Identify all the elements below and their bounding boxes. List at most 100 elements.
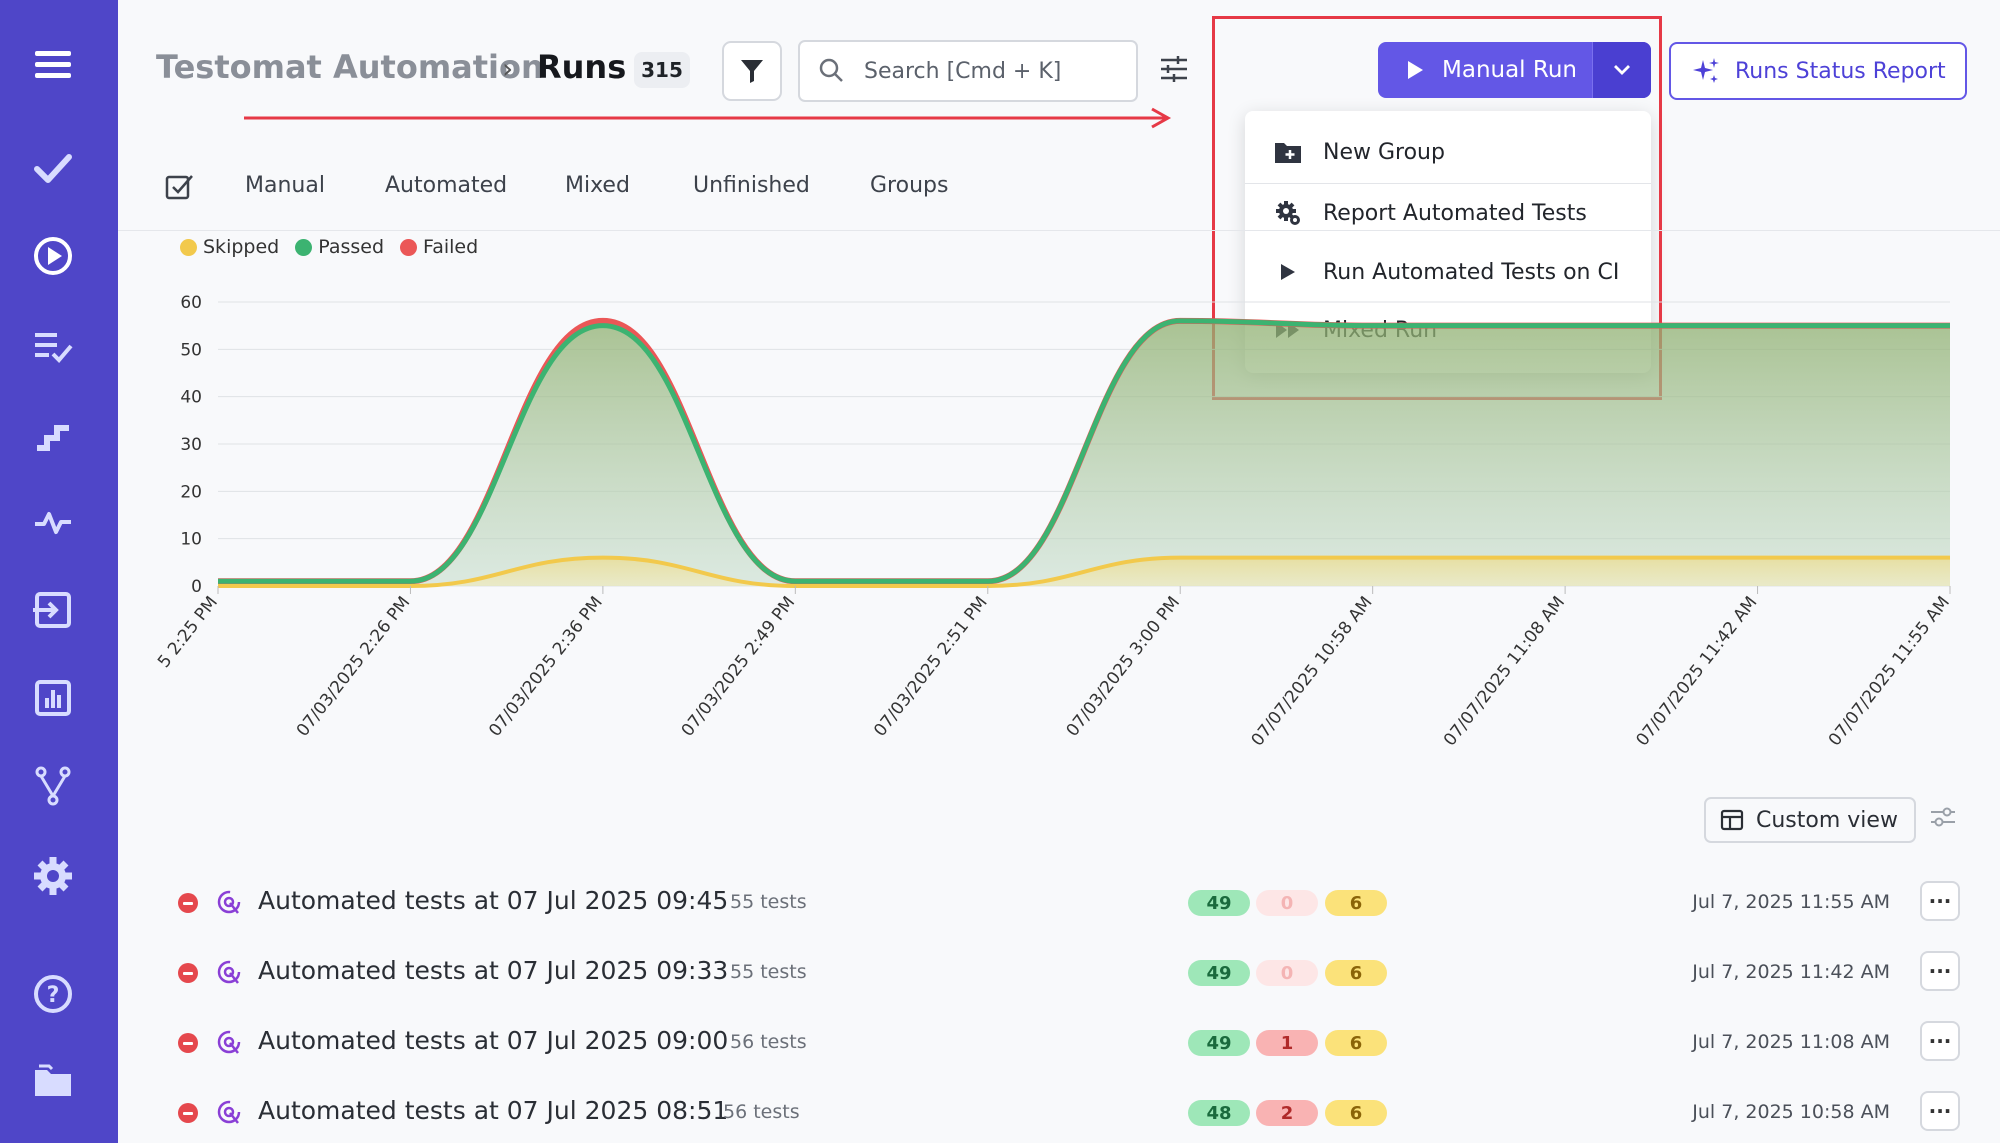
run-row[interactable]: Automated tests at 07 Jul 2025 08:51 56 … xyxy=(118,1081,2000,1141)
filter-icon xyxy=(741,60,763,83)
row-more-button[interactable]: ··· xyxy=(1920,1021,1960,1061)
search-input[interactable] xyxy=(862,53,1126,89)
sidebar: ? xyxy=(0,0,118,1143)
y-tick-label: 60 xyxy=(180,293,202,313)
menu-item-new-group[interactable]: New Group xyxy=(1245,123,1651,181)
x-tick-label: 07/03/2025 3:00 PM xyxy=(1063,593,1185,741)
filter-button[interactable] xyxy=(722,41,782,101)
menu-item-report-automated-tests[interactable]: Report Automated Tests xyxy=(1245,184,1651,242)
skipped-count-badge: 6 xyxy=(1325,890,1387,916)
view-settings-icon[interactable] xyxy=(1930,806,1956,828)
menu-item-label: Run Automated Tests on CI xyxy=(1323,259,1620,285)
y-tick-label: 10 xyxy=(180,530,202,550)
run-title[interactable]: Automated tests at 07 Jul 2025 09:33 xyxy=(258,956,729,985)
branch-icon[interactable] xyxy=(27,760,79,812)
x-tick-label: 07/03/2025 2:51 PM xyxy=(870,593,992,741)
x-tick-label: 07/03/2025 2:49 PM xyxy=(678,593,800,741)
svg-text:?: ? xyxy=(47,983,60,1008)
search-icon xyxy=(819,58,843,82)
table-view-icon xyxy=(1720,809,1744,831)
row-more-button[interactable]: ··· xyxy=(1920,881,1960,921)
skipped-area xyxy=(218,557,1950,586)
steps-icon[interactable] xyxy=(27,408,79,460)
legend-label: Passed xyxy=(318,236,385,258)
analytics-icon[interactable] xyxy=(27,672,79,724)
breadcrumb-project[interactable]: Testomat Automation xyxy=(156,48,544,86)
menu-icon[interactable] xyxy=(27,39,79,91)
y-tick-label: 0 xyxy=(191,577,202,597)
runs-status-report-button[interactable]: Runs Status Report xyxy=(1669,42,1967,100)
chevron-down-icon xyxy=(1614,65,1630,75)
failed-status-icon xyxy=(178,963,198,983)
tab-mixed[interactable]: Mixed xyxy=(565,173,630,198)
import-icon[interactable] xyxy=(27,584,79,636)
x-tick-label: 07/07/2025 11:42 AM xyxy=(1632,593,1761,750)
run-test-count: 56 tests xyxy=(723,1101,800,1123)
automated-run-icon xyxy=(217,1100,241,1124)
run-date: Jul 7, 2025 11:08 AM xyxy=(1692,1031,1890,1053)
legend-label: Failed xyxy=(423,236,479,258)
failed-count-badge: 0 xyxy=(1256,890,1318,916)
row-more-button[interactable]: ··· xyxy=(1920,1091,1960,1131)
run-row[interactable]: Automated tests at 07 Jul 2025 09:33 55 … xyxy=(118,941,2000,1001)
run-date: Jul 7, 2025 11:55 AM xyxy=(1692,891,1890,913)
legend-item-passed[interactable]: Passed xyxy=(295,236,384,258)
run-test-count: 55 tests xyxy=(730,891,807,913)
pulse-icon[interactable] xyxy=(27,496,79,548)
tabs-divider xyxy=(118,230,2000,231)
legend-swatch xyxy=(295,238,313,256)
run-title[interactable]: Automated tests at 07 Jul 2025 08:51 xyxy=(258,1096,729,1125)
play-icon xyxy=(1281,264,1295,280)
sliders-icon[interactable] xyxy=(1160,56,1188,82)
run-title[interactable]: Automated tests at 07 Jul 2025 09:00 xyxy=(258,1026,729,1055)
manual-run-label: Manual Run xyxy=(1442,57,1577,83)
x-tick-label: 07/03/2025 2:26 PM xyxy=(293,593,415,741)
help-icon[interactable]: ? xyxy=(27,968,79,1020)
play-circle-icon[interactable] xyxy=(27,230,79,282)
passed-count-badge: 49 xyxy=(1188,960,1250,986)
custom-view-label: Custom view xyxy=(1756,807,1898,833)
menu-item-label: Report Automated Tests xyxy=(1323,200,1587,226)
search-box[interactable] xyxy=(798,40,1138,102)
legend-item-failed[interactable]: Failed xyxy=(400,236,478,258)
run-row[interactable]: Automated tests at 07 Jul 2025 09:45 55 … xyxy=(118,871,2000,931)
run-title[interactable]: Automated tests at 07 Jul 2025 09:45 xyxy=(258,886,729,915)
check-icon[interactable] xyxy=(27,142,79,194)
skipped-count-badge: 6 xyxy=(1325,1030,1387,1056)
row-more-button[interactable]: ··· xyxy=(1920,951,1960,991)
sparkles-icon xyxy=(1693,58,1719,83)
skipped-count-badge: 6 xyxy=(1325,960,1387,986)
settings-icon[interactable] xyxy=(27,850,79,902)
play-icon xyxy=(1408,61,1423,79)
legend-swatch xyxy=(180,238,197,256)
run-date: Jul 7, 2025 11:42 AM xyxy=(1692,961,1890,983)
automated-run-icon xyxy=(217,1030,241,1054)
automated-run-icon xyxy=(217,890,241,914)
chart-legend: Skipped Passed Failed xyxy=(180,236,494,258)
x-tick-label: 07/07/2025 10:58 AM xyxy=(1248,593,1377,750)
runs-chart: 0 10 20 30 40 50 60 5 2:25 PM 07/03/2025 2:26 PM… xyxy=(154,293,1954,750)
legend-item-skipped[interactable]: Skipped xyxy=(180,236,279,258)
menu-item-run-automated-tests-on-ci[interactable]: Run Automated Tests on CI xyxy=(1245,243,1651,301)
manual-run-dropdown-toggle[interactable] xyxy=(1592,42,1651,98)
failed-status-icon xyxy=(178,1033,198,1053)
manual-run-button[interactable]: Manual Run xyxy=(1378,42,1592,98)
tab-manual[interactable]: Manual xyxy=(245,173,325,198)
menu-item-label: New Group xyxy=(1323,139,1445,165)
custom-view-button[interactable]: Custom view xyxy=(1704,797,1916,843)
runs-status-report-label: Runs Status Report xyxy=(1735,58,1946,84)
run-test-count: 56 tests xyxy=(730,1031,807,1053)
tab-unfinished[interactable]: Unfinished xyxy=(693,173,810,198)
y-tick-label: 40 xyxy=(180,388,202,408)
checklist-icon[interactable] xyxy=(27,320,79,372)
run-row[interactable]: Automated tests at 07 Jul 2025 09:00 56 … xyxy=(118,1011,2000,1071)
tab-groups[interactable]: Groups xyxy=(870,173,949,198)
failed-count-badge: 0 xyxy=(1256,960,1318,986)
tab-automated[interactable]: Automated xyxy=(385,173,508,198)
skipped-series-line xyxy=(218,555,1950,588)
folder-icon[interactable] xyxy=(27,1056,79,1108)
select-all-icon[interactable] xyxy=(164,172,194,202)
annotation-arrow xyxy=(244,107,1172,129)
failed-status-icon xyxy=(178,1103,198,1123)
x-tick-label: 07/03/2025 2:36 PM xyxy=(485,593,607,741)
